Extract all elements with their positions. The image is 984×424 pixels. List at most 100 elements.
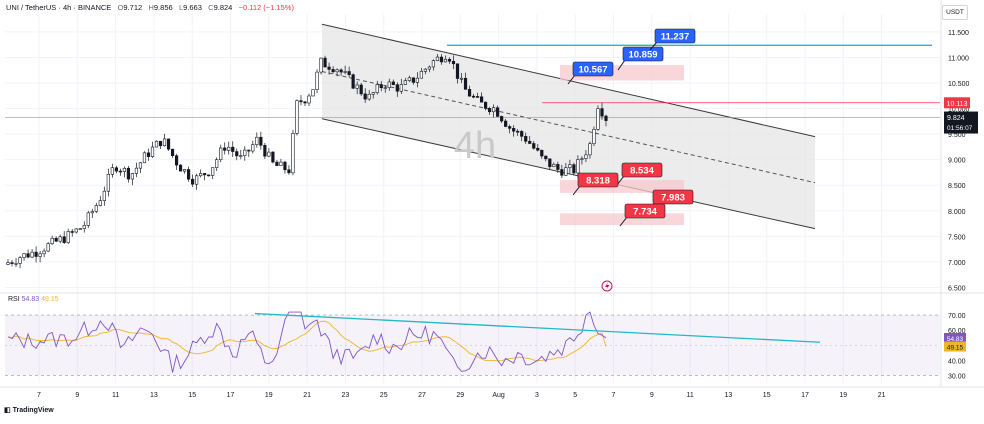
candle-body[interactable] (508, 126, 512, 129)
candle-body[interactable] (303, 101, 307, 104)
callout-box[interactable] (622, 46, 664, 62)
candle-body[interactable] (142, 152, 147, 164)
callout-box[interactable] (577, 172, 619, 188)
candle-body[interactable] (439, 56, 444, 63)
candle-body[interactable] (74, 228, 78, 233)
candle-body[interactable] (323, 57, 327, 68)
candle-body[interactable] (463, 77, 468, 90)
regression-channel[interactable] (321, 23, 816, 230)
candle-body[interactable] (239, 155, 243, 157)
candle-body[interactable] (415, 77, 419, 83)
candle-body[interactable] (279, 161, 283, 166)
candle-body[interactable] (371, 92, 375, 95)
candle-body[interactable] (66, 231, 70, 243)
target-callout-up-3[interactable]: 11.237 (649, 28, 696, 51)
rsi-trendline[interactable] (254, 312, 821, 343)
channel-mid-line[interactable] (321, 71, 816, 184)
candle-body[interactable] (387, 81, 391, 88)
candle-body[interactable] (532, 143, 536, 149)
candle-body[interactable] (98, 200, 102, 206)
candle-body[interactable] (512, 128, 516, 132)
candle-body[interactable] (291, 133, 295, 174)
candle-body[interactable] (199, 173, 203, 177)
callout-box[interactable] (654, 28, 696, 44)
candle-body[interactable] (223, 147, 227, 151)
candle-body[interactable] (211, 167, 215, 176)
rsi-label[interactable]: RSI (8, 296, 20, 303)
candle-body[interactable] (552, 164, 556, 168)
candle-body[interactable] (102, 190, 106, 201)
candle-body[interactable] (479, 96, 484, 103)
candle-body[interactable] (70, 231, 74, 233)
candle-body[interactable] (327, 66, 331, 70)
candle-body[interactable] (203, 173, 207, 176)
candle-body[interactable] (231, 146, 235, 152)
target-callout-down-4[interactable]: 7.734 (619, 203, 666, 227)
candle-body[interactable] (78, 228, 82, 230)
rsi-line[interactable] (7, 311, 607, 373)
candle-body[interactable] (14, 263, 18, 265)
callout-box[interactable] (652, 189, 694, 205)
candle-body[interactable] (134, 167, 139, 174)
candle-body[interactable] (475, 96, 480, 98)
candle-body[interactable] (391, 81, 395, 85)
candle-body[interactable] (492, 107, 496, 113)
candle-body[interactable] (187, 169, 191, 180)
candle-body[interactable] (383, 87, 387, 89)
time-axis[interactable]: 7 9 11 13 15 17 19 21 23 25 27 29 Aug 3 5 7 9 11 13 15 17 19 2… (37, 392, 886, 399)
candle-body[interactable] (255, 136, 259, 145)
candle-body[interactable] (331, 69, 335, 73)
candle-body[interactable] (38, 253, 42, 257)
candle-body[interactable] (419, 70, 423, 79)
candle-body[interactable] (600, 108, 604, 117)
candle-body[interactable] (42, 250, 46, 255)
candle-body[interactable] (339, 69, 343, 73)
candle-body[interactable] (488, 108, 492, 113)
candle-body[interactable] (588, 143, 592, 156)
candle-body[interactable] (367, 93, 371, 100)
candle-body[interactable] (592, 128, 596, 144)
candle-body[interactable] (556, 164, 560, 170)
candle-body[interactable] (287, 169, 291, 174)
candle-body[interactable] (50, 237, 54, 245)
candle-body[interactable] (580, 158, 584, 160)
candle-body[interactable] (423, 68, 427, 72)
candle-body[interactable] (6, 262, 10, 265)
candle-body[interactable] (311, 89, 315, 97)
candle-body[interactable] (130, 173, 135, 180)
candle-body[interactable] (247, 149, 251, 152)
candle-body[interactable] (170, 148, 175, 157)
horizontal-levels[interactable] (5, 44, 940, 118)
callout-box[interactable] (572, 61, 614, 77)
candle-body[interactable] (604, 115, 608, 121)
candle-body[interactable] (178, 164, 183, 172)
candle-body[interactable] (536, 147, 540, 151)
candle-body[interactable] (251, 144, 255, 152)
target-callout-down-2[interactable]: 8.318 (572, 172, 619, 196)
candle-body[interactable] (435, 56, 440, 61)
candle-body[interactable] (451, 60, 456, 65)
candle-body[interactable] (379, 84, 383, 89)
candle-body[interactable] (399, 84, 403, 92)
quote-currency-button[interactable]: USDT (942, 5, 968, 20)
candle-body[interactable] (10, 262, 14, 264)
target-callout-up-1[interactable]: 10.567 (567, 61, 614, 85)
candle-body[interactable] (275, 161, 279, 166)
candle-body[interactable] (90, 211, 94, 214)
candle-body[interactable] (18, 257, 22, 264)
candle-body[interactable] (307, 95, 311, 104)
price-axis[interactable]: 11.500 11.000 10.500 10.000 9.500 9.000 8.500 8… (944, 30, 978, 293)
candle-body[interactable] (572, 164, 576, 174)
candle-body[interactable] (403, 80, 407, 85)
candle-body[interactable] (126, 167, 131, 180)
candle-body[interactable] (174, 155, 179, 166)
candle-body[interactable] (30, 251, 34, 258)
candle-body[interactable] (182, 169, 187, 172)
candle-body[interactable] (154, 140, 159, 148)
current-price-tag[interactable] (944, 111, 978, 134)
target-callout-down-3[interactable]: 7.983 (647, 189, 694, 212)
candle-body[interactable] (431, 60, 436, 68)
candle-body[interactable] (315, 71, 319, 90)
candle-body[interactable] (54, 237, 58, 242)
